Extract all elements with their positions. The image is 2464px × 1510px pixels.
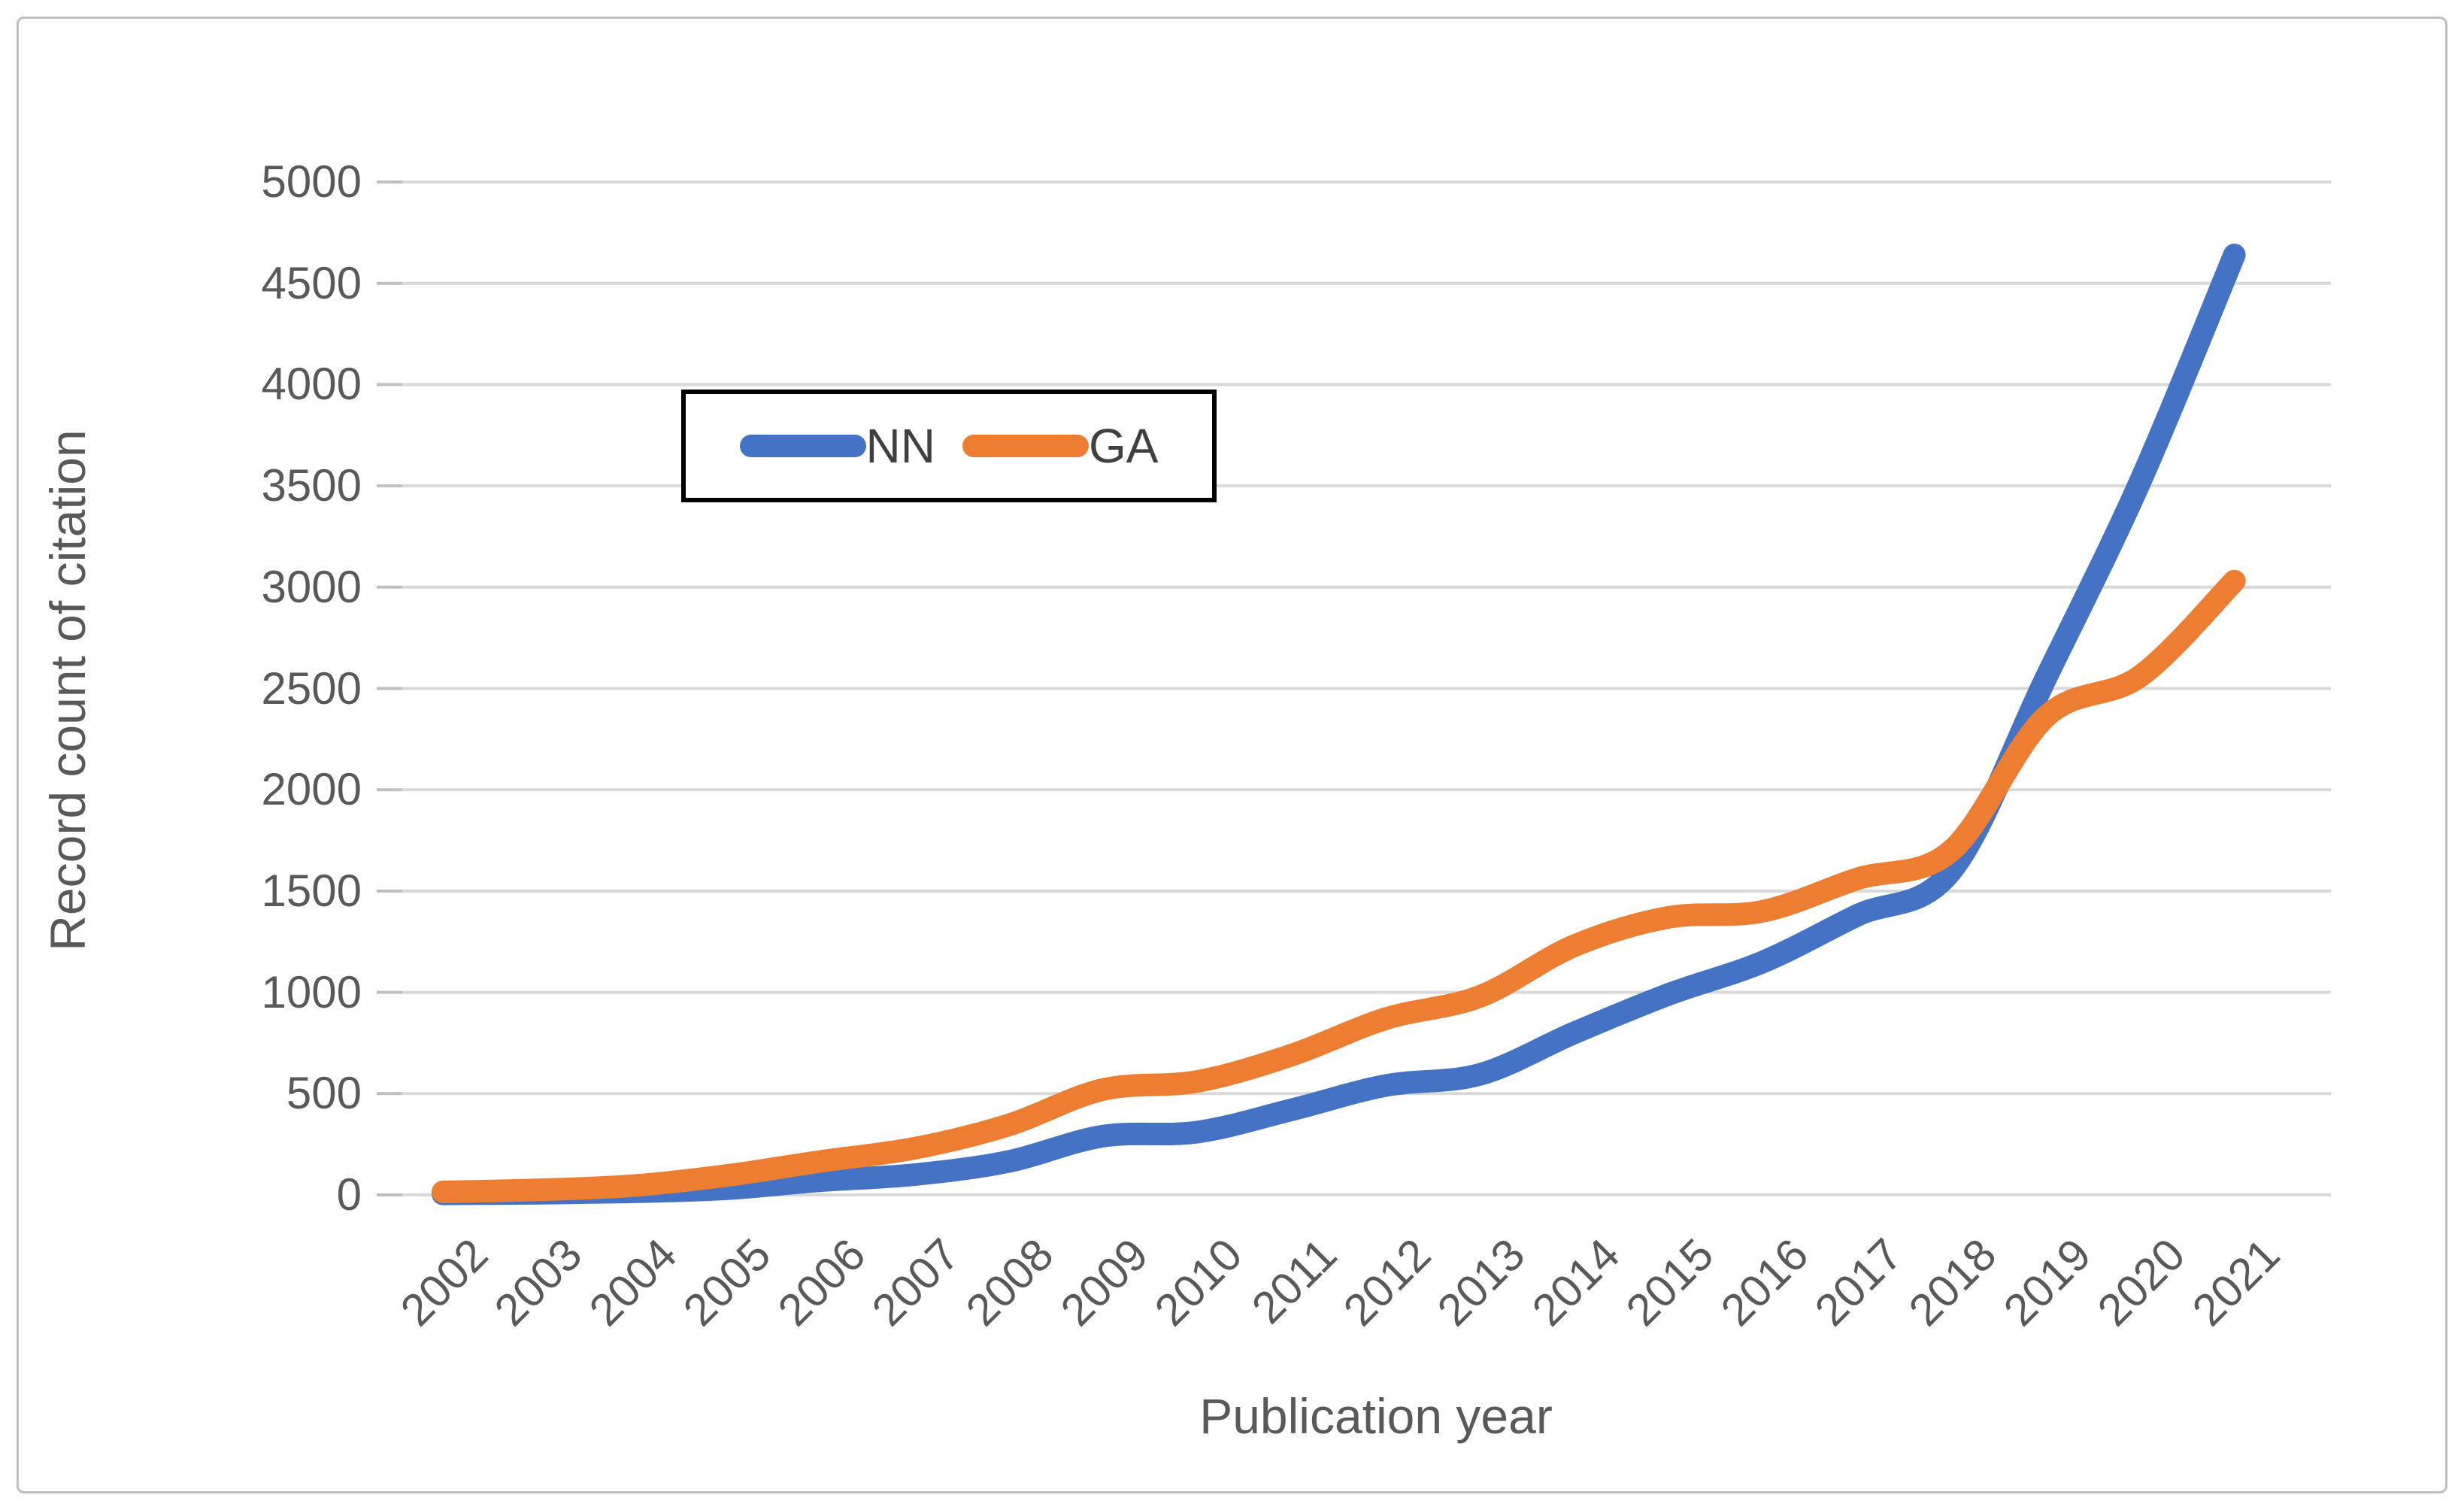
legend-label-ga: GA xyxy=(1088,419,1159,473)
y-tick-label: 2000 xyxy=(261,764,362,815)
legend-label-nn: NN xyxy=(865,419,935,473)
series-ga-line xyxy=(432,569,2246,1203)
y-tick-label: 5000 xyxy=(261,156,362,207)
nn-line-swatch-icon xyxy=(739,435,866,457)
y-tick-label: 1000 xyxy=(261,966,362,1017)
y-tick-label: 0 xyxy=(336,1169,362,1220)
y-tick-label: 2500 xyxy=(261,663,362,714)
y-tick-label: 1500 xyxy=(261,865,362,916)
x-axis-title: Publication year xyxy=(1199,1388,1553,1444)
chart-outer-border xyxy=(17,17,2447,1493)
legend-item-nn: NN xyxy=(739,419,935,473)
y-tick-label: 3000 xyxy=(261,561,362,612)
y-axis-title: Record count of citation xyxy=(40,429,95,951)
legend-item-ga: GA xyxy=(962,422,1158,470)
ga-line-swatch-icon xyxy=(962,435,1089,457)
y-tick-label: 3500 xyxy=(261,460,362,511)
y-tick-label: 4500 xyxy=(261,257,362,308)
legend: NN GA xyxy=(681,390,1217,502)
y-tick-label: 4000 xyxy=(261,359,362,410)
y-tick-label: 500 xyxy=(286,1068,362,1119)
